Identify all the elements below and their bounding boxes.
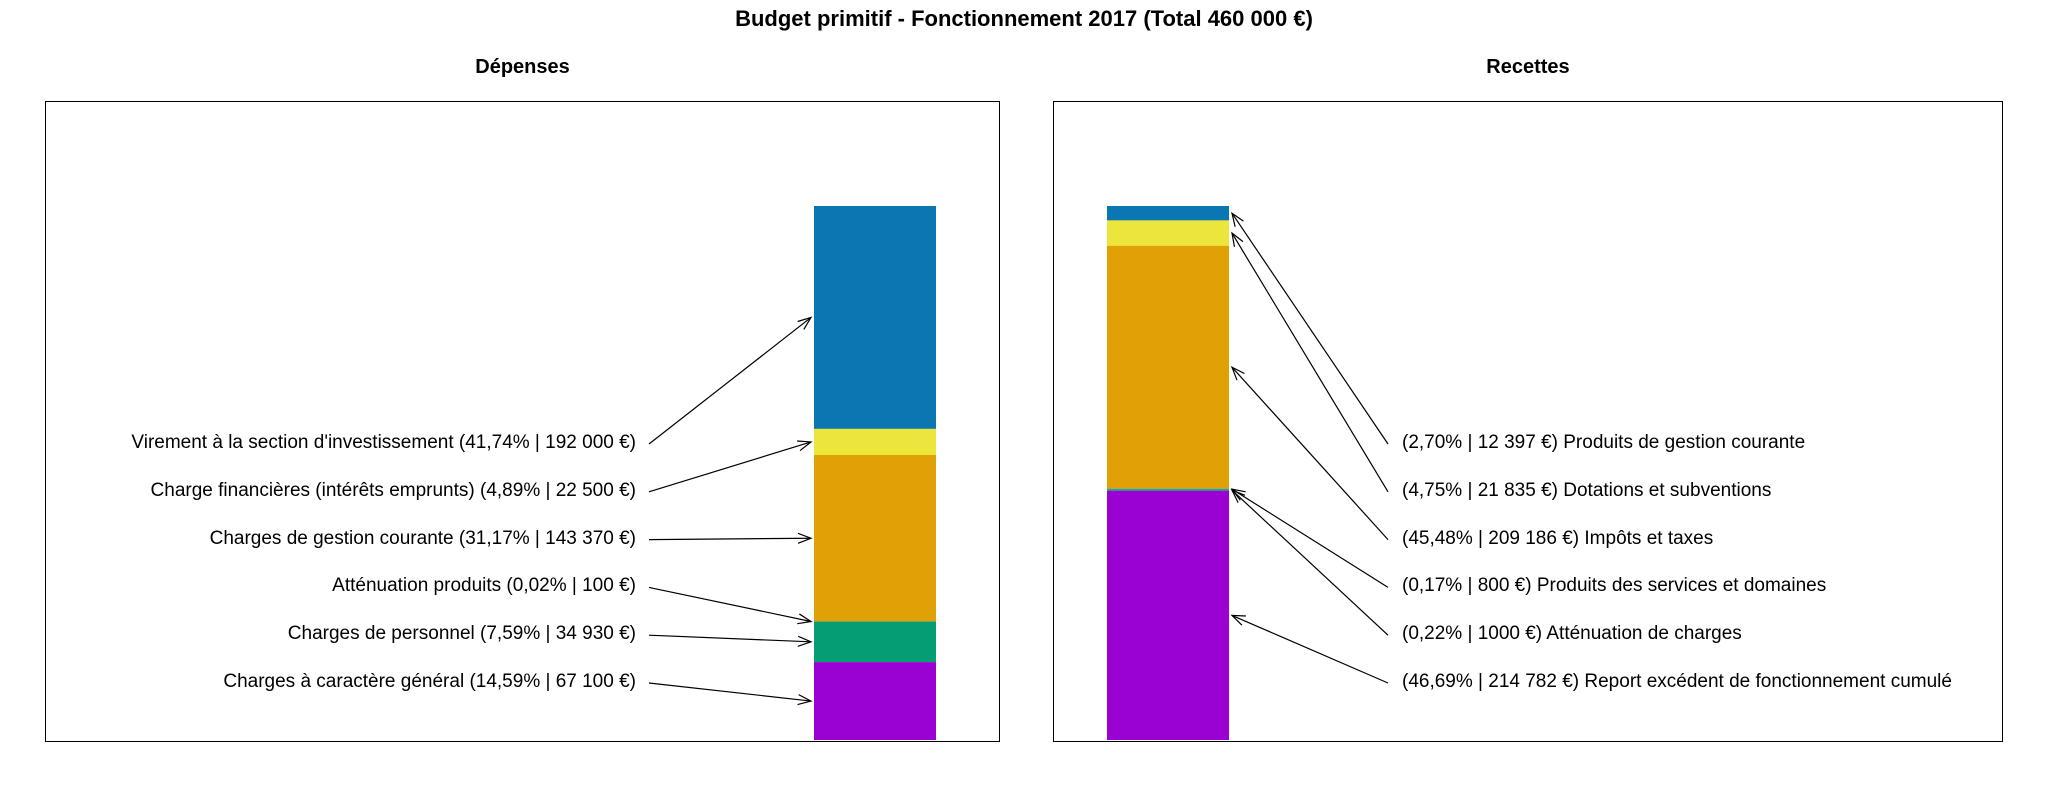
bar-segment-1-4 xyxy=(1107,489,1229,491)
bar-segment-1-3 xyxy=(1107,488,1229,490)
segment-label-1-0: (2,70% | 12 397 €) Produits de gestion c… xyxy=(1402,432,1806,453)
panel-title-depenses: Dépenses xyxy=(475,56,570,78)
segment-label-0-2: Charges de gestion courante (31,17% | 14… xyxy=(209,527,636,549)
annotation-arrow-1-4 xyxy=(1230,489,1389,636)
bar-segment-0-1 xyxy=(814,428,936,456)
segment-label-0-3: Atténuation produits (0,02% | 100 €) xyxy=(332,575,636,597)
segment-label-0-5: Charges à caractère général (14,59% | 67… xyxy=(223,671,636,692)
segment-label-0-1: Charge financières (intérêts emprunts) (… xyxy=(150,479,636,501)
stacked-bar-plot-dépenses xyxy=(648,206,936,740)
annotation-arrow-1-3 xyxy=(1230,488,1389,588)
segment-label-0-0: Virement à la section d'investissement (… xyxy=(131,432,636,453)
chart-title: Budget primitif - Fonctionnement 2017 (T… xyxy=(735,6,1313,31)
annotation-arrow-1-2 xyxy=(1230,365,1389,541)
segment-label-1-4: (0,22% | 1000 €) Atténuation de charges xyxy=(1402,623,1742,645)
annotation-arrow-0-2 xyxy=(648,532,813,544)
segment-label-1-3: (0,17% | 800 €) Produits des services et… xyxy=(1402,575,1827,597)
panel-recettes: (2,70% | 12 397 €) Produits de gestion c… xyxy=(1053,101,2003,742)
bar-segment-1-0 xyxy=(1107,206,1229,221)
annotation-arrow-0-0 xyxy=(648,316,813,445)
segment-label-1-1: (4,75% | 21 835 €) Dotations et subventi… xyxy=(1402,479,1772,501)
annotation-arrow-0-1 xyxy=(648,440,813,493)
bar-segment-0-4 xyxy=(814,621,936,663)
annotation-arrow-0-5 xyxy=(648,682,813,706)
annotation-arrow-0-4 xyxy=(648,634,813,647)
segment-label-0-4: Charges de personnel (7,59% | 34 930 €) xyxy=(287,623,636,645)
bar-segment-1-1 xyxy=(1107,220,1229,246)
panel-title-recettes: Recettes xyxy=(1486,56,1570,78)
bar-segment-0-5 xyxy=(814,662,936,740)
bar-segment-0-2 xyxy=(814,455,936,622)
annotation-arrow-0-3 xyxy=(648,586,813,625)
panel-depenses: Virement à la section d'investissement (… xyxy=(45,101,1000,742)
segment-label-1-5: (46,69% | 214 782 €) Report excédent de … xyxy=(1402,671,1952,692)
segment-label-1-2: (45,48% | 209 186 €) Impôts et taxes xyxy=(1402,527,1714,549)
annotation-arrow-1-1 xyxy=(1231,231,1389,493)
bar-segment-1-2 xyxy=(1107,245,1229,489)
stacked-bar-plot-recettes xyxy=(1107,206,1389,740)
bar-segment-1-5 xyxy=(1107,490,1229,740)
annotation-arrow-1-5 xyxy=(1230,614,1389,684)
bar-segment-0-0 xyxy=(814,206,936,429)
annotation-arrow-1-0 xyxy=(1231,211,1389,445)
